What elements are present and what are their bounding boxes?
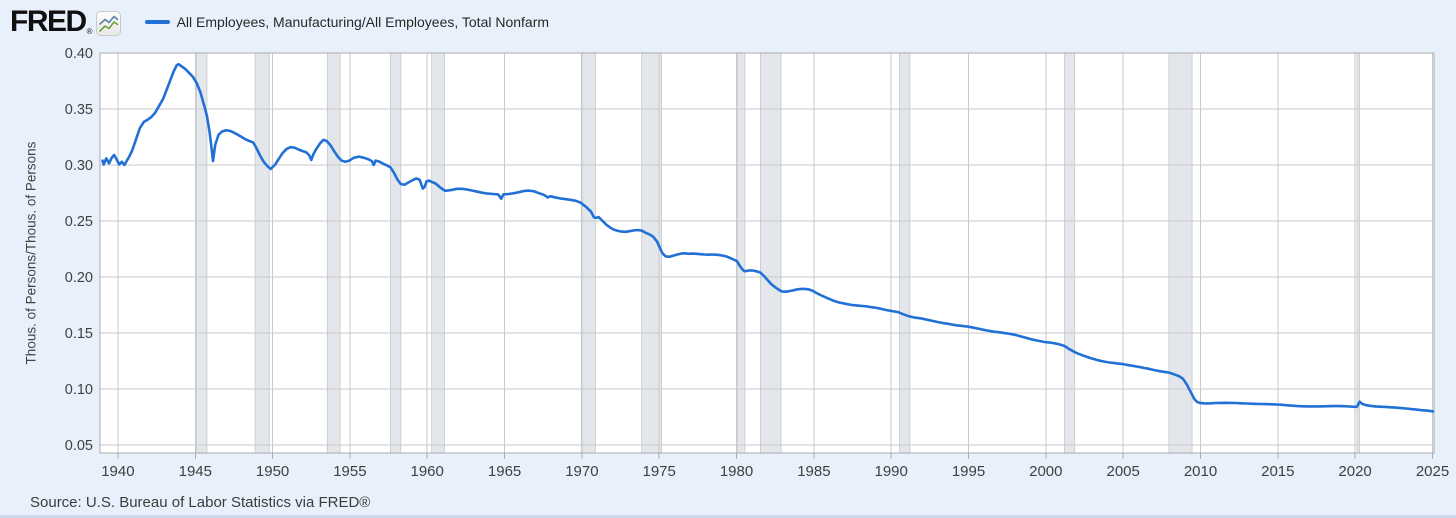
recession-band xyxy=(389,52,402,454)
x-tick-label: 1970 xyxy=(565,463,598,480)
y-tick-label: 0.25 xyxy=(65,214,93,230)
y-tick-label: 0.15 xyxy=(65,326,93,342)
x-tick-label: 2000 xyxy=(1029,463,1062,480)
legend[interactable]: All Employees, Manufacturing/All Employe… xyxy=(144,14,550,30)
recession-band xyxy=(760,52,782,454)
x-tick-label: 1960 xyxy=(411,463,444,480)
x-tick-label: 1995 xyxy=(952,463,985,480)
x-tick-label: 2010 xyxy=(1184,463,1217,480)
x-tick-label: 1955 xyxy=(333,463,366,480)
x-tick-label: 1965 xyxy=(488,463,521,480)
recession-band xyxy=(736,52,746,454)
y-tick-label: 0.20 xyxy=(65,270,93,286)
x-tick-label: 2020 xyxy=(1338,463,1371,480)
recession-band xyxy=(431,52,445,454)
header: FRED ® All Employees, Manufacturing/All … xyxy=(10,5,549,39)
recession-band xyxy=(1064,52,1076,454)
y-tick-label: 0.30 xyxy=(65,158,93,174)
recession-band xyxy=(326,52,341,454)
series-line-manufacturing-share[interactable] xyxy=(101,62,1435,413)
fred-registered-mark: ® xyxy=(86,27,93,36)
plot-border xyxy=(99,52,1435,454)
y-tick-label: 0.05 xyxy=(65,438,93,454)
fred-logo-chart-icon xyxy=(95,11,121,36)
x-tick-label: 1990 xyxy=(875,463,908,480)
source-note: Source: U.S. Bureau of Labor Statistics … xyxy=(30,494,371,511)
x-tick-label: 1985 xyxy=(797,463,830,480)
x-tick-label: 2015 xyxy=(1261,463,1294,480)
recession-band xyxy=(1356,52,1360,454)
x-tick-label: 2005 xyxy=(1107,463,1140,480)
recession-band xyxy=(899,52,911,454)
y-tick-label: 0.10 xyxy=(65,382,93,398)
x-tick-label: 1975 xyxy=(643,463,676,480)
y-axis-title: Thous. of Persons/Thous. of Persons xyxy=(23,141,39,365)
recession-band xyxy=(641,52,663,454)
x-tick-label: 1980 xyxy=(720,463,753,480)
x-tick-label: 1950 xyxy=(256,463,289,480)
y-tick-label: 0.35 xyxy=(65,102,93,118)
x-tick-label: 1940 xyxy=(101,463,134,480)
legend-label: All Employees, Manufacturing/All Employe… xyxy=(176,14,550,30)
fred-logo-text: FRED xyxy=(10,5,87,38)
x-tick-label: 1945 xyxy=(179,463,212,480)
recession-band xyxy=(580,52,596,454)
fred-logo[interactable]: FRED ® xyxy=(10,7,121,37)
recession-band xyxy=(1168,52,1193,454)
y-tick-label: 0.40 xyxy=(65,46,93,62)
recession-band xyxy=(254,52,270,454)
legend-line-swatch xyxy=(144,20,170,24)
bottom-strip xyxy=(0,515,1456,518)
x-tick-label: 2025 xyxy=(1416,463,1449,480)
